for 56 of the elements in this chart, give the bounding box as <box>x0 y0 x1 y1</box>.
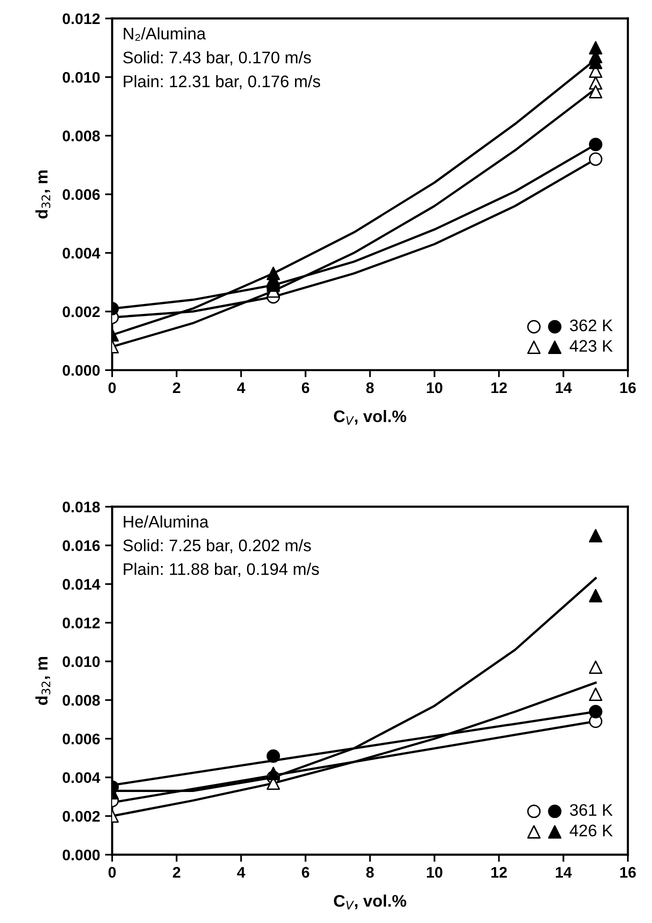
x-tick-label: 12 <box>491 866 507 878</box>
annotation: He/Alumina <box>124 515 209 528</box>
x-tick-label: 10 <box>426 382 442 394</box>
x-tick-label: 0 <box>108 382 116 394</box>
x-tick-label: 16 <box>620 866 636 878</box>
annotation: Plain: 12.31 bar, 0.176 m/s <box>124 75 320 90</box>
y-tick-label: 0.018 <box>62 502 100 512</box>
y-tick-label: 0.004 <box>62 772 100 784</box>
x-tick-label: 10 <box>426 866 442 878</box>
x-tick-label: 4 <box>237 867 246 878</box>
x-tick-label: 2 <box>172 382 180 393</box>
point <box>588 85 602 98</box>
x-tick-label: 6 <box>302 866 310 878</box>
point <box>588 588 602 602</box>
y-tick-label: 0.016 <box>62 540 100 552</box>
legend-label: 362 K <box>570 319 613 332</box>
y-tick-label: 0.010 <box>62 72 100 83</box>
y-tick-label: 0.010 <box>62 656 100 668</box>
x-tick-label: 4 <box>237 382 246 393</box>
annotation: Plain: 11.88 bar, 0.194 m/s <box>124 562 319 577</box>
y-tick-label: 0.008 <box>62 694 100 706</box>
y-tick-label: 0.012 <box>62 618 100 628</box>
point <box>588 660 602 674</box>
x-tick-label: 6 <box>302 382 310 394</box>
legend-label: 361 K <box>570 804 613 816</box>
y-tick-label: 0.000 <box>62 364 100 376</box>
y-tick-label: 0.000 <box>62 850 100 860</box>
x-tick-label: 8 <box>366 382 374 394</box>
x-tick-label: 12 <box>491 382 507 393</box>
y-tick-label: 0.006 <box>62 734 100 744</box>
legend-label: 426 K <box>570 824 613 836</box>
y-tick-label: 0.004 <box>62 248 100 259</box>
annotation: Solid: 7.25 bar, 0.202 m/s <box>123 539 311 554</box>
y-axis-title: d$_{32}$, m <box>35 170 50 219</box>
y-tick-label: 0.014 <box>62 578 100 590</box>
y-axis-title: d$_{32}$, m <box>35 656 50 705</box>
x-tick-label: 2 <box>172 866 180 878</box>
annotation: N₂/Alumina <box>124 27 206 41</box>
y-tick-label: 0.012 <box>62 13 100 24</box>
y-tick-label: 0.002 <box>62 306 100 318</box>
point <box>588 688 602 701</box>
x-tick-label: 0 <box>108 866 116 878</box>
x-axis-title: C$_{V}$, vol.% <box>334 894 406 910</box>
annotation: Solid: 7.43 bar, 0.170 m/s <box>123 51 311 66</box>
point <box>588 704 602 718</box>
point <box>588 152 602 166</box>
x-axis-title: C$_{V}$, vol.% <box>334 410 406 425</box>
y-tick-label: 0.002 <box>62 810 100 822</box>
x-tick-label: 8 <box>366 866 374 878</box>
x-tick-label: 16 <box>620 382 636 394</box>
x-tick-label: 14 <box>556 382 572 393</box>
point <box>588 529 602 542</box>
x-tick-label: 14 <box>556 867 572 878</box>
y-tick-label: 0.008 <box>62 130 100 142</box>
legend-label: 423 K <box>570 340 613 352</box>
y-tick-label: 0.006 <box>62 189 100 200</box>
